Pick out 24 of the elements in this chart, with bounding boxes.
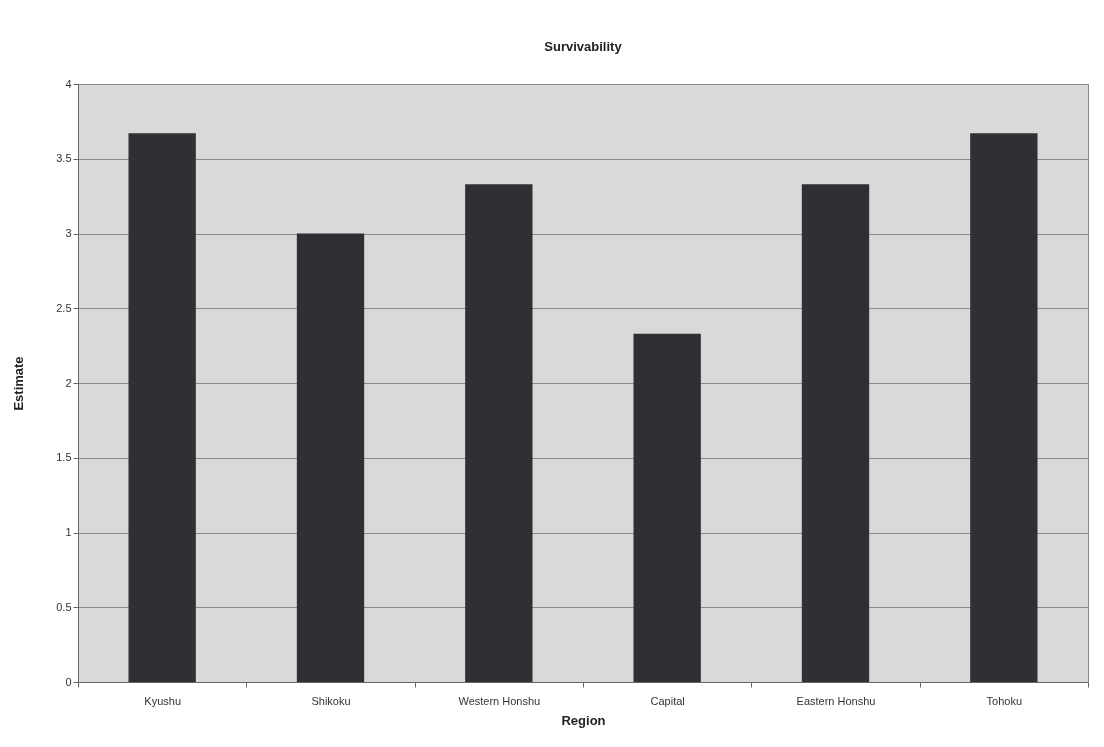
x-tick-label: Western Honshu xyxy=(458,694,541,707)
y-tick-label: 2.5 xyxy=(56,301,72,314)
bar xyxy=(633,333,701,682)
bar xyxy=(296,233,365,682)
bar xyxy=(970,133,1038,682)
y-tick-label: 3.5 xyxy=(56,152,72,165)
y-tick-label: 3 xyxy=(65,227,72,239)
x-tick-label: Shikoku xyxy=(311,694,351,707)
y-tick-label: 1 xyxy=(65,526,72,538)
y-tick-label: 0 xyxy=(65,675,72,688)
bar xyxy=(465,184,533,682)
y-tick-label: 4 xyxy=(65,77,72,90)
bar xyxy=(801,184,870,682)
x-tick-label: Capital xyxy=(650,694,685,707)
y-tick-label: 2 xyxy=(65,376,72,389)
x-tick-label: Eastern Honshu xyxy=(796,694,876,707)
bar xyxy=(128,133,196,682)
y-tick-label: 1.5 xyxy=(56,451,72,464)
x-tick-label: Kyushu xyxy=(144,694,182,707)
y-tick-label: 0.5 xyxy=(56,600,72,613)
chart-title: Survivability xyxy=(544,39,623,54)
x-tick-label: Tohoku xyxy=(986,694,1023,707)
x-axis-title: Region xyxy=(561,712,606,728)
y-axis-title: Estimate xyxy=(11,356,27,411)
